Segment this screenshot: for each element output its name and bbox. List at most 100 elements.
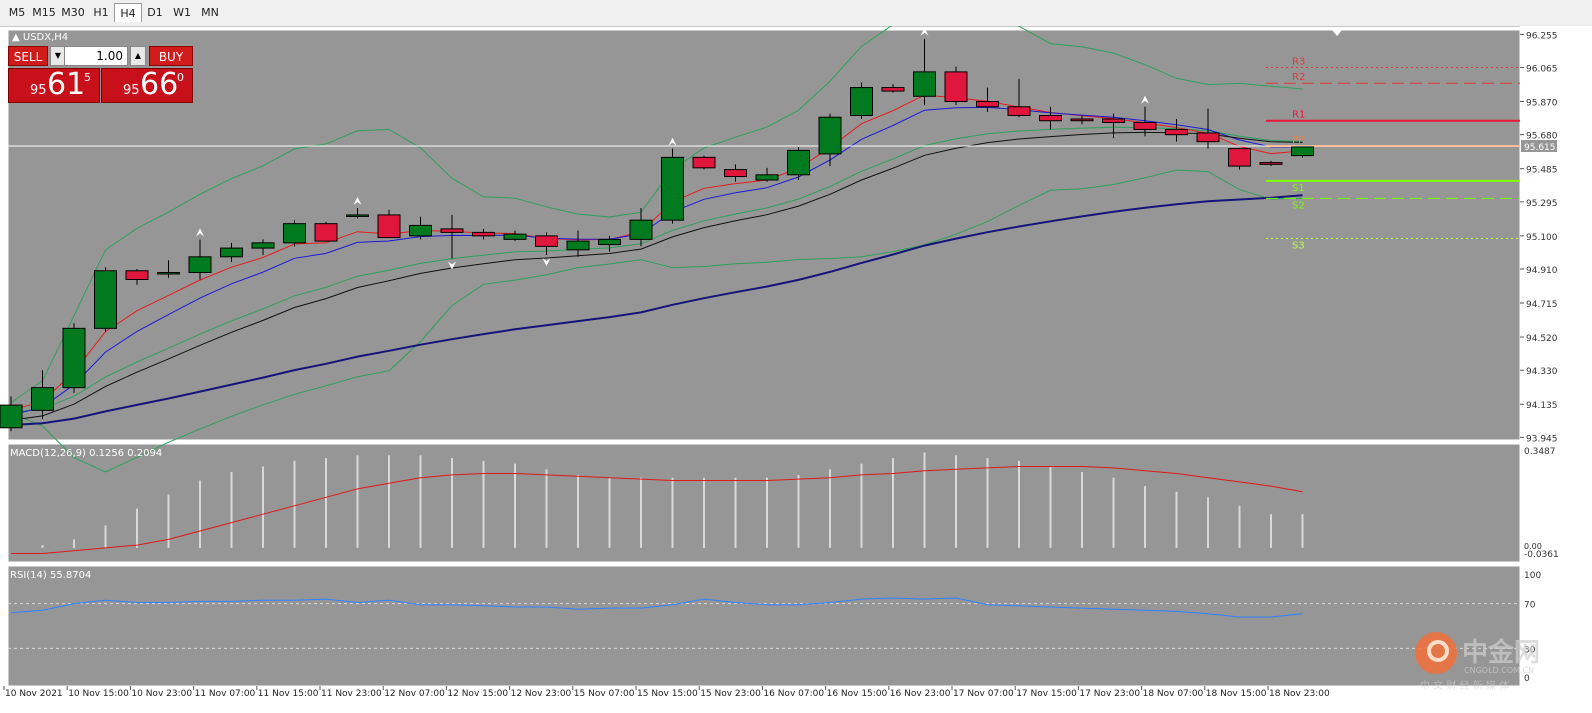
main-chart-panel[interactable] bbox=[7, 29, 1521, 441]
sell-price-main: 61 bbox=[47, 67, 86, 102]
candle-body[interactable] bbox=[566, 240, 590, 251]
lot-size-input[interactable]: 1.00 bbox=[64, 46, 128, 66]
timeframe-w1[interactable]: W1 bbox=[173, 6, 191, 19]
macd-panel[interactable] bbox=[7, 443, 1521, 563]
price-tick-label: 95.295 bbox=[1526, 199, 1558, 209]
bollinger-upper-line bbox=[10, 26, 1303, 404]
timeframe-mn[interactable]: MN bbox=[201, 6, 219, 19]
rsi-axis-label: 100 bbox=[1524, 571, 1541, 581]
candle-body[interactable] bbox=[472, 231, 495, 237]
candle-body[interactable] bbox=[94, 270, 117, 329]
candle-body[interactable] bbox=[1291, 146, 1314, 157]
candle-body[interactable] bbox=[251, 242, 275, 249]
timeframe-h1[interactable]: H1 bbox=[93, 6, 109, 19]
candle-body[interactable] bbox=[440, 228, 464, 233]
time-tick-label: 17 Nov 07:00 bbox=[953, 689, 1014, 699]
candle-body[interactable] bbox=[1133, 121, 1157, 130]
timeframe-m30[interactable]: M30 bbox=[61, 6, 85, 19]
chart-area[interactable]: ▲ USDX,H4 R3 R2 R1 PP S1 S2 S3 MACD(12,26,9) 0.… bbox=[0, 26, 1592, 713]
time-tick-label: 16 Nov 07:00 bbox=[763, 689, 824, 699]
ma-long-line bbox=[10, 194, 1303, 426]
lot-increase-button[interactable]: ▲ bbox=[130, 46, 146, 66]
price-tick-label: 96.065 bbox=[1526, 65, 1558, 75]
cngold-logo-icon bbox=[1415, 632, 1457, 674]
candle-body[interactable] bbox=[598, 238, 621, 246]
timeframe-m5[interactable]: M5 bbox=[8, 6, 26, 19]
rsi-axis-label: 30 bbox=[1524, 645, 1536, 655]
candle-body[interactable] bbox=[755, 174, 779, 181]
candle-body[interactable] bbox=[1196, 132, 1220, 143]
sell-button[interactable]: SELL bbox=[8, 46, 48, 66]
pivot-label-r1: R1 bbox=[1292, 110, 1305, 121]
timeframe-h4[interactable]: H4 bbox=[114, 3, 142, 22]
cngold-watermark: 中金网 CNGOLD.COM.CN 中 文 财 经 新 媒 体 bbox=[1415, 632, 1540, 692]
candle-body[interactable] bbox=[535, 235, 558, 247]
candle-body[interactable] bbox=[157, 272, 180, 275]
macd-signal-line bbox=[11, 466, 1303, 554]
candle-body[interactable] bbox=[1007, 106, 1031, 116]
price-tick-label: 95.485 bbox=[1526, 166, 1558, 176]
candle-body[interactable] bbox=[377, 214, 401, 239]
candle-body[interactable] bbox=[503, 233, 527, 240]
buy-button[interactable]: BUY bbox=[149, 46, 193, 66]
candle-body[interactable] bbox=[125, 270, 149, 280]
current-price-tag bbox=[1521, 140, 1557, 153]
candle-body[interactable] bbox=[1070, 118, 1094, 122]
candle-body[interactable] bbox=[409, 224, 432, 237]
macd-axis-bottom: -0.0361 bbox=[1524, 550, 1559, 560]
candle-body[interactable] bbox=[692, 156, 716, 169]
time-tick-label: 17 Nov 15:00 bbox=[1016, 689, 1077, 699]
candle-body[interactable] bbox=[629, 219, 653, 240]
fractal-up-icon bbox=[353, 196, 362, 205]
rsi-label: RSI(14) 55.8704 bbox=[10, 570, 91, 581]
chart-shift-icon[interactable] bbox=[1332, 30, 1342, 36]
candle-body[interactable] bbox=[220, 247, 243, 258]
candle-body[interactable] bbox=[1102, 118, 1125, 123]
timeframe-d1[interactable]: D1 bbox=[147, 6, 163, 19]
sell-price-prefix: 95 bbox=[30, 83, 47, 98]
time-tick-label: 12 Nov 23:00 bbox=[511, 689, 572, 699]
price-tick-label: 94.715 bbox=[1526, 300, 1558, 310]
price-tick-label: 96.255 bbox=[1526, 31, 1558, 41]
candle-body[interactable] bbox=[881, 87, 905, 92]
candle-body[interactable] bbox=[0, 404, 23, 429]
time-tick-label: 11 Nov 23:00 bbox=[321, 689, 382, 699]
sell-price[interactable]: 95 61 5 bbox=[8, 67, 100, 103]
candle-body[interactable] bbox=[724, 169, 747, 178]
candle-body[interactable] bbox=[913, 71, 936, 97]
pivot-label-s3: S3 bbox=[1292, 240, 1305, 251]
candle-body[interactable] bbox=[1165, 128, 1188, 136]
candle-body[interactable] bbox=[787, 149, 810, 176]
candle-body[interactable] bbox=[314, 223, 338, 242]
rsi-line bbox=[10, 597, 1303, 618]
buy-price-pip: 0 bbox=[177, 71, 184, 84]
candle-body[interactable] bbox=[283, 223, 306, 244]
candle-body[interactable] bbox=[818, 116, 842, 155]
candle-body[interactable] bbox=[1039, 114, 1062, 122]
time-tick-label: 15 Nov 07:00 bbox=[574, 689, 635, 699]
macd-axis-zero: 0.00 bbox=[1524, 542, 1542, 551]
bollinger-lower-line bbox=[10, 169, 1303, 473]
candle-body[interactable] bbox=[1228, 148, 1251, 167]
buy-price[interactable]: 95 66 0 bbox=[101, 67, 193, 103]
ma-slow-line bbox=[10, 131, 1303, 421]
candle-body[interactable] bbox=[661, 156, 684, 221]
timeframe-m15[interactable]: M15 bbox=[32, 6, 56, 19]
price-tick-label: 95.100 bbox=[1526, 233, 1558, 243]
candle-body[interactable] bbox=[944, 71, 968, 103]
candle-body[interactable] bbox=[31, 387, 54, 411]
pivot-label-r2: R2 bbox=[1292, 72, 1305, 83]
candle-body[interactable] bbox=[346, 214, 369, 217]
candle-body[interactable] bbox=[976, 101, 999, 108]
fractal-up-icon bbox=[920, 27, 929, 36]
ma-mid-line bbox=[10, 106, 1303, 416]
candle-body[interactable] bbox=[62, 327, 86, 389]
macd-axis-top: 0.3487 bbox=[1524, 447, 1556, 457]
candle-body[interactable] bbox=[188, 256, 212, 274]
watermark-slogan: 中 文 财 经 新 媒 体 bbox=[1420, 679, 1509, 692]
rsi-panel[interactable] bbox=[7, 565, 1521, 687]
time-tick-label: 12 Nov 15:00 bbox=[447, 689, 508, 699]
time-tick-label: 16 Nov 15:00 bbox=[827, 689, 888, 699]
candle-body[interactable] bbox=[850, 87, 873, 116]
candle-body[interactable] bbox=[1259, 162, 1283, 165]
